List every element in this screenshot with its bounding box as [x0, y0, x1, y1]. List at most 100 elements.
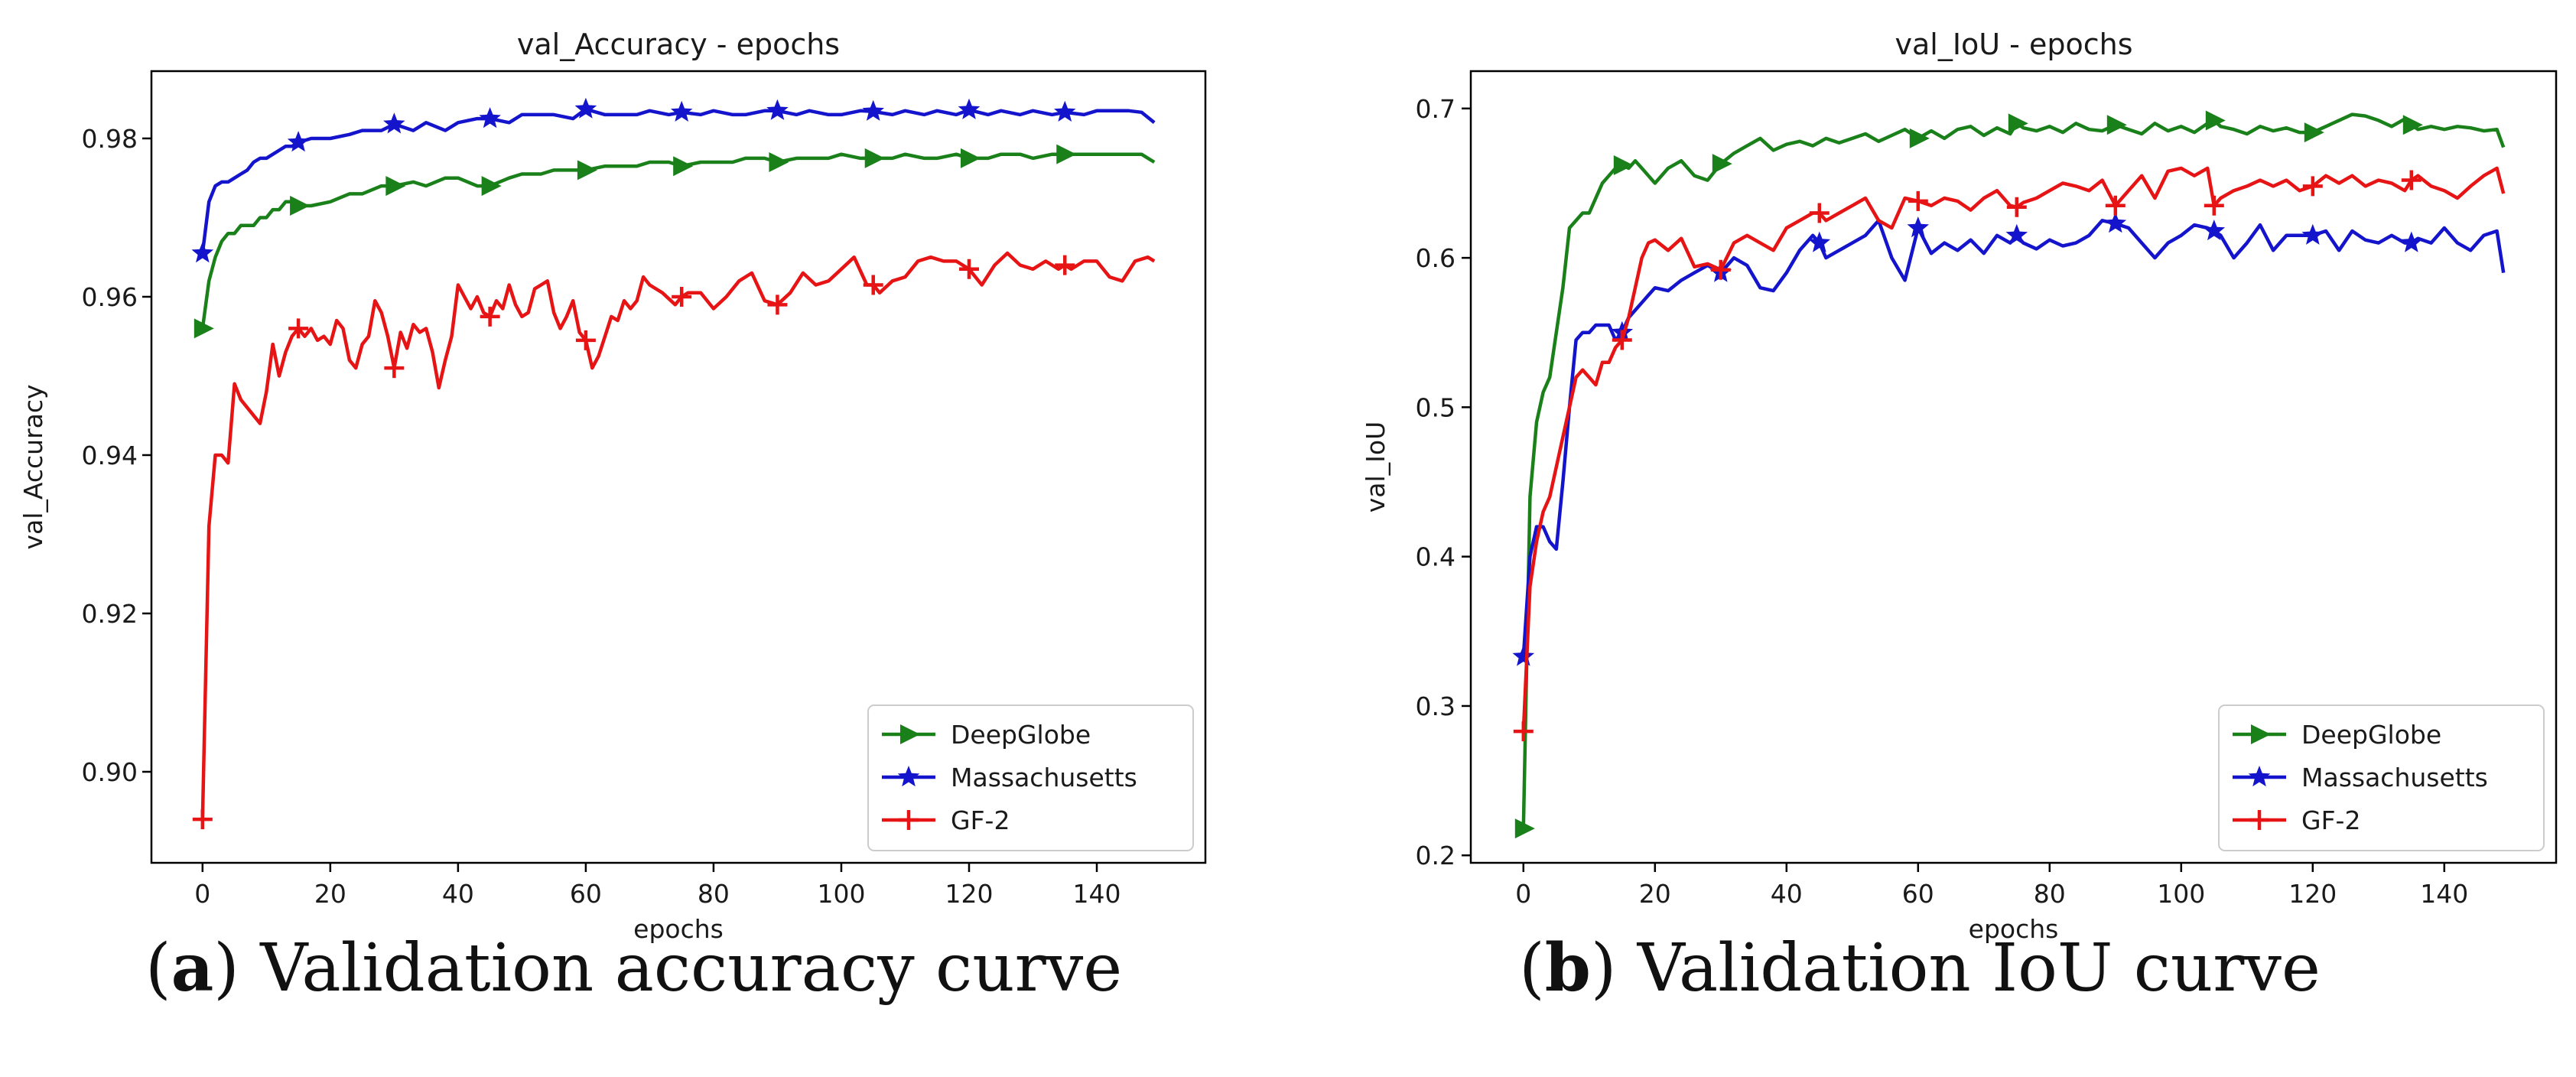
data-point-marker: [194, 318, 214, 339]
data-point-marker: [2204, 195, 2224, 216]
data-point-marker: [385, 176, 406, 197]
data-point-marker: [862, 99, 884, 121]
x-tick-label: 0: [194, 879, 210, 909]
caption-iou: (b) Validation IoU curve: [1519, 929, 2321, 1007]
y-tick-label: 0.94: [82, 441, 138, 470]
data-point-marker: [670, 100, 693, 122]
x-tick-label: 120: [945, 879, 993, 909]
data-point-marker: [287, 131, 310, 152]
legend: DeepGlobe Massachusetts GF-2: [867, 704, 1194, 851]
legend-label: DeepGlobe: [2301, 720, 2441, 750]
legend-label: DeepGlobe: [951, 720, 1091, 750]
series-line: [200, 251, 1156, 820]
plot-frame: [150, 70, 1207, 864]
data-point-marker: [1514, 818, 1535, 839]
data-point-marker: [960, 148, 981, 168]
y-tick-label: 0.96: [82, 282, 138, 312]
data-point-marker: [192, 809, 213, 830]
data-point-marker: [290, 195, 311, 216]
data-point-marker: [1056, 144, 1077, 164]
data-point-marker: [1908, 190, 1928, 211]
legend-box: [867, 704, 1194, 851]
data-point-marker: [672, 286, 692, 307]
data-point-marker: [1907, 216, 1930, 238]
y-tick-label: 0.90: [82, 757, 138, 787]
x-tick-label: 0: [1515, 879, 1531, 909]
data-point-marker: [1808, 231, 1831, 252]
chart-title: val_Accuracy - epochs: [517, 28, 840, 61]
legend-label: GF-2: [2301, 805, 2360, 835]
caption-iou-text: Validation IoU curve: [1637, 930, 2321, 1007]
legend-marker: [900, 724, 920, 744]
series-line: [200, 107, 1156, 254]
data-point-marker: [958, 98, 981, 119]
legend-label: Massachusetts: [2301, 763, 2488, 792]
data-point-marker: [1512, 645, 1535, 666]
data-point-marker: [2008, 113, 2028, 134]
data-point-marker: [577, 160, 597, 181]
data-point-marker: [1909, 128, 1930, 148]
legend-entry: Massachusetts: [2233, 763, 2488, 792]
data-point-marker: [288, 318, 309, 339]
caption-accuracy: (a) Validation accuracy curve: [145, 929, 1123, 1007]
y-tick-label: 0.92: [82, 599, 138, 629]
series-deepglobe: [1514, 110, 2506, 839]
data-point-marker: [769, 152, 789, 173]
data-point-marker: [1712, 154, 1732, 174]
data-point-marker: [767, 294, 788, 315]
data-point-marker: [481, 176, 502, 197]
legend-entry: DeepGlobe: [2233, 720, 2441, 750]
data-point-marker: [1613, 155, 1634, 176]
series-gf-2: [1513, 166, 2506, 742]
data-point-marker: [864, 148, 885, 168]
data-point-marker: [2302, 176, 2323, 197]
x-tick-label: 140: [1073, 879, 1121, 909]
data-point-marker: [1055, 255, 1075, 275]
x-tick-label: 100: [817, 879, 865, 909]
data-point-marker: [2006, 197, 2027, 217]
x-axis-label: epochs: [1969, 914, 2059, 944]
data-point-marker: [2203, 220, 2226, 241]
legend: DeepGlobe Massachusetts GF-2: [2218, 704, 2545, 851]
data-point-marker: [383, 112, 405, 134]
x-axis-label: epochs: [633, 914, 724, 944]
series-line: [1521, 166, 2506, 732]
data-point-marker: [1612, 330, 1632, 350]
data-point-marker: [766, 99, 789, 120]
legend-marker: [899, 810, 919, 830]
data-point-marker: [2400, 231, 2423, 252]
series-gf-2: [192, 251, 1156, 830]
series-deepglobe: [194, 144, 1156, 339]
legend-marker: [2251, 724, 2271, 744]
y-tick-label: 0.7: [1416, 94, 1456, 124]
data-point-marker: [2402, 115, 2423, 135]
y-tick-label: 0.4: [1416, 542, 1456, 572]
legend-entry: DeepGlobe: [882, 720, 1091, 750]
data-point-marker: [2106, 115, 2127, 135]
data-point-marker: [1809, 203, 1830, 223]
data-point-marker: [191, 242, 214, 263]
x-tick-label: 120: [2288, 879, 2337, 909]
data-point-marker: [2104, 212, 2127, 233]
data-point-marker: [673, 156, 694, 177]
y-tick-label: 0.98: [82, 124, 138, 154]
y-tick-label: 0.5: [1416, 392, 1456, 422]
caption-letter-b: b: [1544, 929, 1591, 1007]
data-point-marker: [479, 107, 501, 129]
data-point-marker: [863, 275, 883, 295]
x-tick-label: 40: [1771, 879, 1803, 909]
data-point-marker: [2304, 122, 2324, 143]
caption-accuracy-text: Validation accuracy curve: [260, 930, 1123, 1007]
legend-entry: GF-2: [2233, 805, 2360, 835]
data-point-marker: [574, 97, 597, 119]
legend-marker: [2248, 766, 2271, 787]
x-tick-label: 80: [2034, 879, 2066, 909]
data-point-marker: [575, 330, 596, 350]
y-tick-label: 0.6: [1416, 243, 1456, 273]
data-point-marker: [2205, 110, 2226, 131]
legend-entry: Massachusetts: [882, 763, 1137, 792]
legend-marker: [897, 766, 920, 787]
data-point-marker: [2301, 223, 2324, 245]
series-line: [1521, 219, 2506, 657]
